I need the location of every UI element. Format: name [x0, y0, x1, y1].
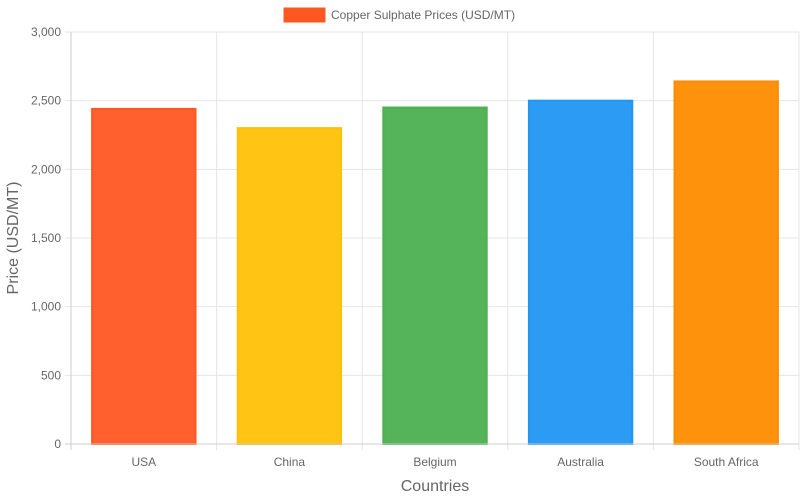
- x-tick-label: Belgium: [413, 455, 456, 469]
- bar-usa[interactable]: [91, 107, 197, 445]
- y-axis-title: Price (USD/MT): [5, 182, 22, 295]
- x-tick-label: South Africa: [694, 455, 759, 469]
- y-tick-label: 2,500: [31, 94, 61, 108]
- y-tick-label: 500: [41, 368, 61, 382]
- bar-belgium[interactable]: [382, 106, 488, 446]
- y-tick-label: 1,000: [31, 300, 61, 314]
- x-tick-label: China: [274, 455, 306, 469]
- legend[interactable]: Copper Sulphate Prices (USD/MT): [283, 7, 515, 23]
- x-tick-label: Australia: [557, 455, 604, 469]
- y-tick-label: 1,500: [31, 231, 61, 245]
- y-tick-label: 3,000: [31, 25, 61, 39]
- bar-australia[interactable]: [527, 99, 634, 446]
- y-tick-label: 2,000: [31, 162, 61, 176]
- legend-label: Copper Sulphate Prices (USD/MT): [331, 8, 515, 22]
- bar-south-africa[interactable]: [673, 80, 779, 445]
- x-tick-label: USA: [131, 455, 156, 469]
- legend-swatch: [283, 7, 326, 23]
- bar-china[interactable]: [236, 127, 343, 445]
- bars: [91, 80, 779, 446]
- x-axis-title: Countries: [401, 478, 469, 495]
- y-tick-label: 0: [54, 437, 61, 451]
- axes: 0 500 1,000 1,500 2,000 2,500 3,000 USA China Bel…: [31, 25, 799, 469]
